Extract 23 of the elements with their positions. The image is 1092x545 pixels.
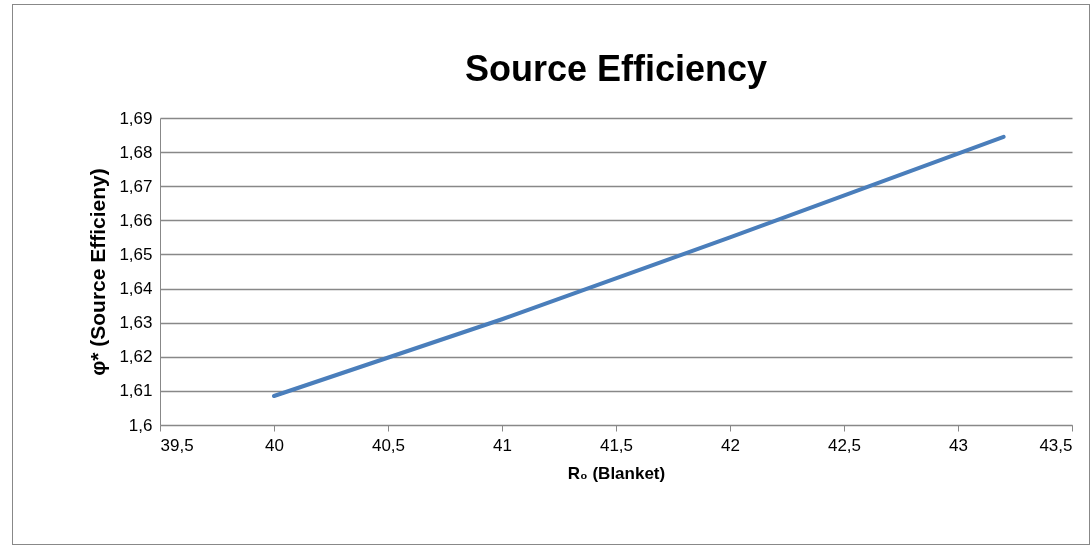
x-tick-label: 43,5	[1039, 435, 1073, 455]
x-tick-label: 43	[949, 435, 968, 455]
x-tick-label: 40,5	[371, 435, 406, 455]
y-axis-title: φ* (Source Efficieny)	[86, 168, 110, 376]
x-tick-label: 42	[721, 435, 740, 455]
x-tick-label: 39,5	[160, 435, 194, 455]
x-tick-label: 40	[265, 435, 284, 455]
y-tick-label: 1,65	[119, 244, 153, 264]
y-tick-label: 1,62	[119, 347, 153, 367]
x-axis-title: R₀ (Blanket)	[567, 463, 666, 483]
y-tick-label: 1,64	[119, 279, 153, 299]
y-tick-label: 1,61	[119, 381, 153, 401]
y-tick-label: 1,63	[119, 313, 153, 333]
x-tick-label: 41	[493, 435, 512, 455]
y-tick-label: 1,67	[119, 176, 153, 196]
line-series	[272, 134, 1006, 399]
y-tick-label: 1,68	[119, 142, 153, 162]
x-tick-label: 42,5	[827, 435, 862, 455]
y-tick-label: 1,69	[119, 108, 153, 128]
x-tick-label: 41,5	[599, 435, 634, 455]
y-tick-label: 1,6	[128, 415, 153, 435]
y-tick-label: 1,66	[119, 210, 153, 230]
chart-title: Source Efficiency	[464, 48, 768, 89]
